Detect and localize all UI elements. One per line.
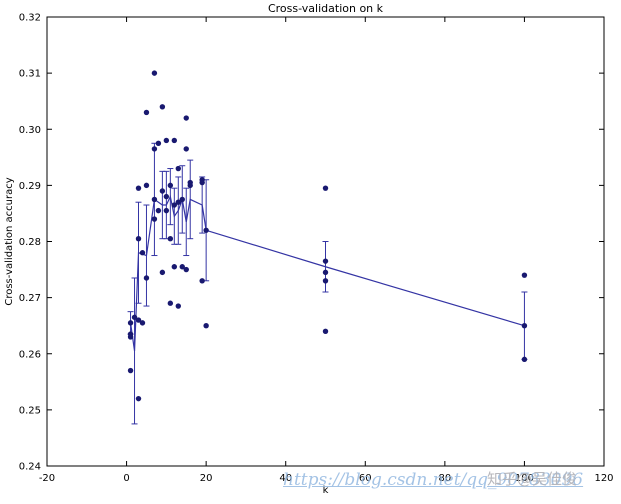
y-tick-label: 0.32 xyxy=(19,13,41,24)
data-point xyxy=(167,235,174,242)
data-point xyxy=(203,227,209,233)
data-point xyxy=(135,235,142,242)
data-point xyxy=(167,182,174,189)
x-tick-label: 0 xyxy=(123,473,129,484)
data-point xyxy=(139,320,146,326)
data-point xyxy=(127,320,134,326)
data-point xyxy=(163,193,170,200)
data-point xyxy=(521,356,528,363)
x-axis-label: k xyxy=(323,485,329,496)
data-point xyxy=(175,199,181,205)
data-point xyxy=(135,395,142,402)
data-point xyxy=(183,266,189,273)
data-point xyxy=(175,165,181,172)
y-tick-label: 0.24 xyxy=(19,462,41,473)
data-point xyxy=(155,207,162,214)
data-point xyxy=(322,258,329,264)
x-tick-label: 80 xyxy=(438,473,451,484)
data-point xyxy=(203,322,209,329)
data-point xyxy=(322,185,329,191)
data-point xyxy=(151,146,158,152)
y-tick-label: 0.29 xyxy=(19,181,41,192)
x-tick-label: 120 xyxy=(594,473,613,484)
data-point xyxy=(171,264,178,270)
y-tick-label: 0.25 xyxy=(19,405,41,416)
data-point xyxy=(139,250,146,256)
data-point xyxy=(143,182,150,189)
x-tick-label: 20 xyxy=(200,473,213,484)
data-point xyxy=(187,179,193,186)
data-point xyxy=(183,146,189,152)
x-tick-label: 40 xyxy=(279,473,292,484)
chart-title: Cross-validation on k xyxy=(268,2,384,15)
x-tick-label: 60 xyxy=(359,473,372,484)
data-point xyxy=(199,179,205,186)
data-point xyxy=(135,317,142,323)
data-point xyxy=(179,264,185,270)
data-point xyxy=(179,196,185,203)
data-point xyxy=(175,303,181,309)
data-point xyxy=(159,188,166,194)
data-point xyxy=(322,269,329,276)
data-point xyxy=(521,272,528,278)
y-tick-label: 0.31 xyxy=(19,69,41,80)
data-point xyxy=(322,278,329,284)
y-tick-label: 0.30 xyxy=(19,125,41,136)
data-point xyxy=(159,269,166,276)
data-point xyxy=(163,207,170,214)
data-point xyxy=(171,202,178,208)
data-point xyxy=(127,334,134,340)
data-point xyxy=(322,328,329,334)
data-point xyxy=(127,367,134,374)
data-point xyxy=(199,278,205,284)
data-point xyxy=(163,137,170,144)
y-tick-label: 0.28 xyxy=(19,237,41,248)
data-point xyxy=(151,216,158,222)
y-tick-label: 0.27 xyxy=(19,293,41,304)
data-point xyxy=(171,137,178,144)
data-point xyxy=(183,115,189,121)
x-tick-label: -20 xyxy=(39,473,55,484)
data-point xyxy=(159,104,166,110)
data-point xyxy=(143,275,150,281)
data-point xyxy=(167,300,174,306)
x-tick-label: 100 xyxy=(515,473,534,484)
data-point xyxy=(131,314,138,320)
data-point xyxy=(143,109,150,116)
data-point xyxy=(151,196,158,203)
data-point xyxy=(135,185,142,191)
data-point xyxy=(155,140,162,146)
data-point xyxy=(521,322,528,329)
y-tick-label: 0.26 xyxy=(19,349,41,360)
data-point xyxy=(151,70,158,76)
y-axis-label: Cross-validation accuracy xyxy=(4,177,15,305)
